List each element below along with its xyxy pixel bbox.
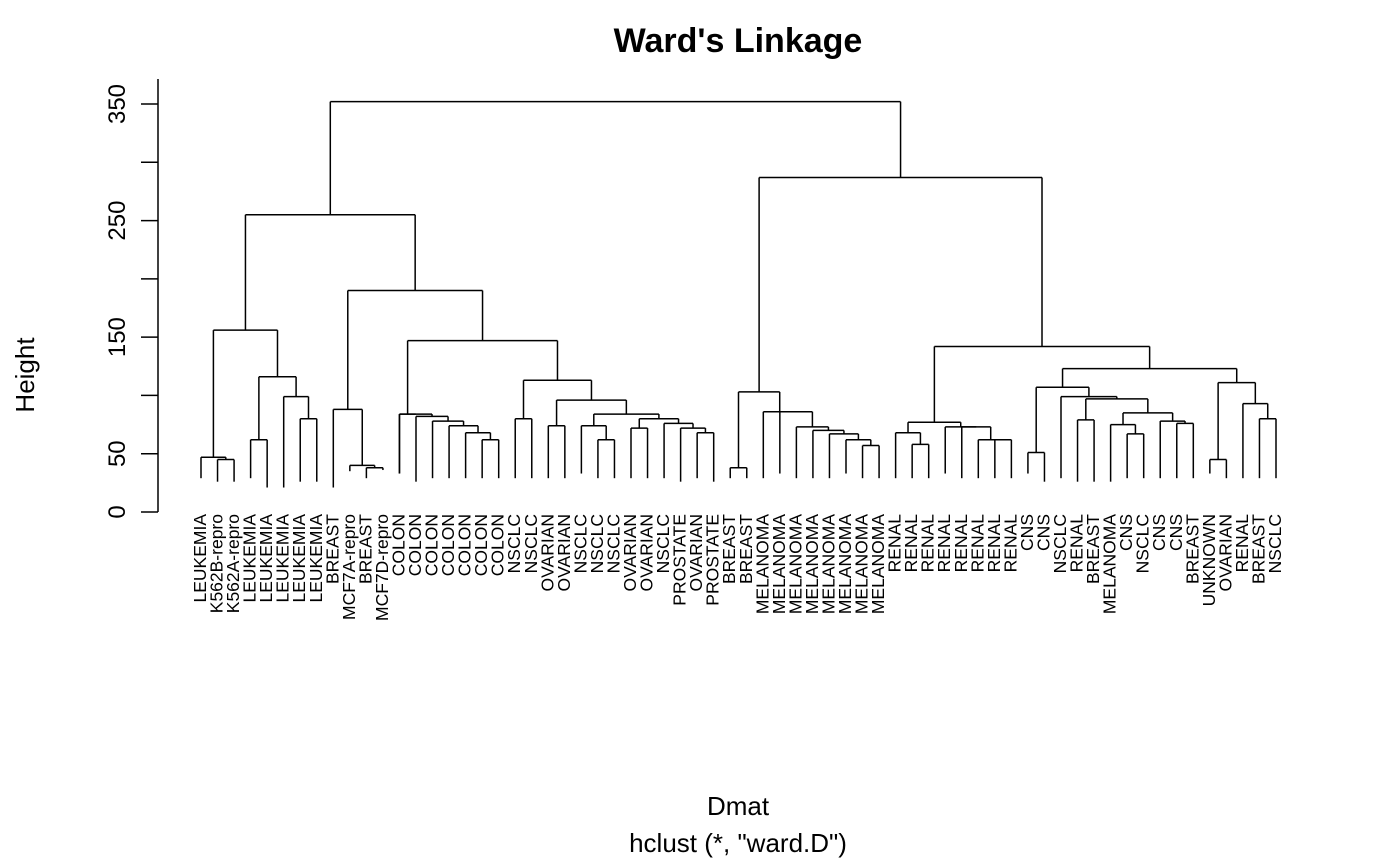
leaf-label: MELANOMA xyxy=(802,514,822,614)
y-tick-label: 150 xyxy=(104,317,131,357)
leaf-label: LEUKEMIA xyxy=(306,514,326,603)
leaf-label: MELANOMA xyxy=(769,514,789,614)
y-tick-label: 250 xyxy=(104,201,131,241)
leaf-label: NSCLC xyxy=(504,514,524,573)
leaf-label: LEUKEMIA xyxy=(273,514,293,603)
leaf-label: RENAL xyxy=(934,514,954,573)
leaf-label: OVARIAN xyxy=(620,514,640,591)
leaf-label: COLON xyxy=(405,514,425,576)
leaf-label: OVARIAN xyxy=(637,514,657,591)
leaf-label: NSCLC xyxy=(1133,514,1153,573)
leaf-label: BREAST xyxy=(1182,514,1202,584)
leaf-label: NSCLC xyxy=(1265,514,1285,573)
leaf-label: RENAL xyxy=(918,514,938,573)
leaf-label: MCF7A-repro xyxy=(339,514,359,620)
leaf-labels: LEUKEMIAK562B-reproK562A-reproLEUKEMIALE… xyxy=(190,514,1285,621)
leaf-label: NSCLC xyxy=(587,514,607,573)
leaf-label: PROSTATE xyxy=(670,514,690,606)
leaf-label: K562B-repro xyxy=(207,514,227,613)
leaf-label: RENAL xyxy=(967,514,987,573)
leaf-label: OVARIAN xyxy=(554,514,574,591)
leaf-label: LEUKEMIA xyxy=(190,514,210,603)
leaf-label: CNS xyxy=(1149,514,1169,551)
leaf-label: COLON xyxy=(438,514,458,576)
leaf-label: COLON xyxy=(471,514,491,576)
leaf-label: RENAL xyxy=(951,514,971,573)
y-axis: 0 50 150 250 350 xyxy=(104,79,159,519)
leaf-label: RENAL xyxy=(1000,514,1020,573)
leaf-label: OVARIAN xyxy=(686,514,706,591)
leaf-label: COLON xyxy=(455,514,475,576)
leaf-label: NSCLC xyxy=(521,514,541,573)
y-axis-label: Height xyxy=(10,337,40,413)
leaf-label: BREAST xyxy=(355,514,375,584)
leaf-label: COLON xyxy=(488,514,508,576)
leaf-label: CNS xyxy=(1166,514,1186,551)
y-tick-label: 350 xyxy=(104,84,131,124)
leaf-label: OVARIAN xyxy=(1215,514,1235,591)
leaf-label: OVARIAN xyxy=(537,514,557,591)
leaf-label: MELANOMA xyxy=(752,514,772,614)
x-axis-label: Dmat xyxy=(707,791,770,821)
leaf-label: RENAL xyxy=(1232,514,1252,573)
leaf-label: BREAST xyxy=(719,514,739,584)
chart-subtitle: hclust (*, "ward.D") xyxy=(629,828,847,858)
leaf-label: MELANOMA xyxy=(1100,514,1120,614)
leaf-label: BREAST xyxy=(1083,514,1103,584)
leaf-label: COLON xyxy=(422,514,442,576)
leaf-label: NSCLC xyxy=(603,514,623,573)
leaf-label: RENAL xyxy=(885,514,905,573)
leaf-label: CNS xyxy=(1017,514,1037,551)
dendrogram-tree xyxy=(200,100,1277,488)
leaf-label: MELANOMA xyxy=(785,514,805,614)
leaf-label: COLON xyxy=(388,514,408,576)
leaf-label: CNS xyxy=(1033,514,1053,551)
leaf-label: UNKNOWN xyxy=(1199,514,1219,606)
leaf-label: NSCLC xyxy=(653,514,673,573)
leaf-label: RENAL xyxy=(901,514,921,573)
chart-title: Ward's Linkage xyxy=(614,22,863,60)
y-tick-label: 0 xyxy=(104,505,131,518)
leaf-label: MELANOMA xyxy=(818,514,838,614)
leaf-label: BREAST xyxy=(1248,514,1268,584)
leaf-label: PROSTATE xyxy=(703,514,723,606)
leaf-label: RENAL xyxy=(1067,514,1087,573)
leaf-label: NSCLC xyxy=(570,514,590,573)
leaf-label: LEUKEMIA xyxy=(256,514,276,603)
leaf-label: NSCLC xyxy=(1050,514,1070,573)
y-tick-label: 50 xyxy=(104,440,131,467)
leaf-label: LEUKEMIA xyxy=(289,514,309,603)
leaf-label: BREAST xyxy=(736,514,756,584)
leaf-label: RENAL xyxy=(984,514,1004,573)
leaf-label: MELANOMA xyxy=(852,514,872,614)
leaf-label: MELANOMA xyxy=(868,514,888,614)
leaf-label: LEUKEMIA xyxy=(240,514,260,603)
leaf-label: MCF7D-repro xyxy=(372,514,392,621)
leaf-label: MELANOMA xyxy=(835,514,855,614)
leaf-label: BREAST xyxy=(322,514,342,584)
leaf-label: K562A-repro xyxy=(223,514,243,613)
leaf-label: CNS xyxy=(1116,514,1136,551)
